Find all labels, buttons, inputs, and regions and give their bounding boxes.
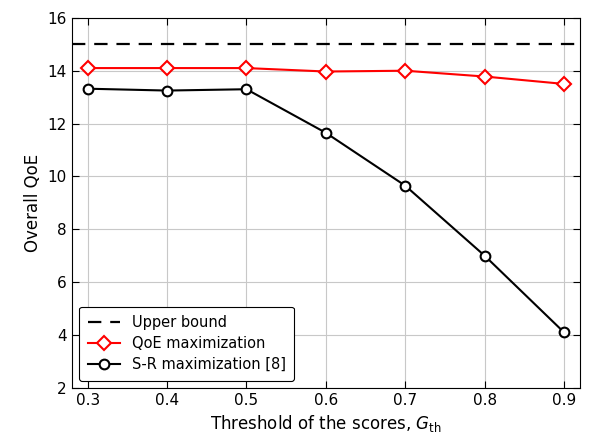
S-R maximization [8] (481, 253, 489, 259)
S-R maximization [8] (560, 330, 568, 335)
S-R maximization [8] (402, 183, 409, 188)
S-R maximization [8] (322, 130, 329, 136)
QoE maximization (481, 74, 489, 79)
S-R maximization [8] (163, 88, 170, 93)
Y-axis label: Overall QoE: Overall QoE (24, 154, 42, 252)
X-axis label: Threshold of the scores, $G_{\mathrm{th}}$: Threshold of the scores, $G_{\mathrm{th}… (210, 413, 442, 434)
QoE maximization (163, 66, 170, 71)
QoE maximization (84, 66, 91, 71)
Line: S-R maximization [8]: S-R maximization [8] (83, 84, 569, 337)
QoE maximization (243, 66, 250, 71)
Legend: Upper bound, QoE maximization, S-R maximization [8]: Upper bound, QoE maximization, S-R maxim… (79, 306, 294, 381)
QoE maximization (322, 69, 329, 74)
QoE maximization (560, 81, 568, 87)
QoE maximization (402, 68, 409, 74)
Line: QoE maximization: QoE maximization (83, 63, 569, 89)
S-R maximization [8] (84, 86, 91, 91)
S-R maximization [8] (243, 87, 250, 92)
